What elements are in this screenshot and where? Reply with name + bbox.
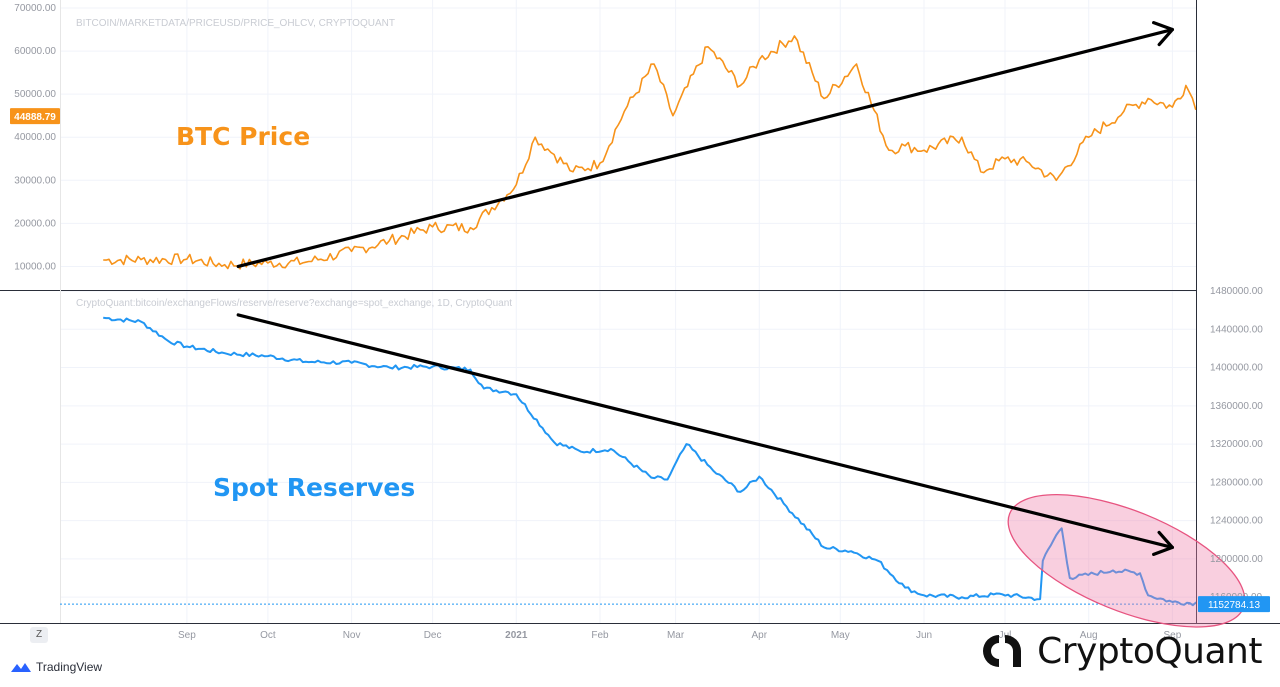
time-tick-label: Aug — [1080, 630, 1098, 641]
cryptoquant-logo: CryptoQuant — [983, 628, 1262, 674]
time-tick-label: Nov — [343, 630, 361, 641]
svg-text:1152784.13: 1152784.13 — [1208, 600, 1261, 611]
time-tick-label: Sep — [1164, 630, 1182, 641]
zoom-button[interactable]: Z — [30, 627, 48, 643]
price-tick-label: 60000.00 — [14, 46, 56, 57]
tradingview-logo[interactable]: TradingView — [10, 660, 102, 674]
price-tick-label: 40000.00 — [14, 132, 56, 143]
time-tick-label: Jun — [916, 630, 932, 641]
price-trend-arrow — [236, 21, 1175, 269]
reserve-tick-label: 1240000.00 — [1210, 516, 1263, 527]
reserve-axis-ticks: 1160000.001200000.001240000.001280000.00… — [1210, 286, 1263, 603]
svg-text:44888.79: 44888.79 — [14, 112, 56, 123]
reserve-series-line — [103, 316, 1196, 607]
btc-price-label: BTC Price — [176, 122, 310, 151]
bottom-source-label: CryptoQuant:bitcoin/exchangeFlows/reserv… — [76, 298, 512, 309]
price-series-line — [103, 35, 1196, 270]
reserve-tick-label: 1400000.00 — [1210, 363, 1263, 374]
tradingview-icon — [11, 663, 31, 672]
cryptoquant-logo-icon — [983, 635, 1022, 667]
tradingview-label: TradingView — [36, 660, 103, 674]
reserve-tick-label: 1360000.00 — [1210, 401, 1263, 412]
top-source-label: BITCOIN/MARKETDATA/PRICEUSD/PRICE_OHLCV,… — [76, 18, 395, 29]
price-tick-label: 30000.00 — [14, 175, 56, 186]
reserve-tick-label: 1440000.00 — [1210, 324, 1263, 335]
time-tick-label: Jul — [999, 630, 1012, 641]
time-tick-label: Feb — [591, 630, 609, 641]
cryptoquant-brand-text: CryptoQuant — [1037, 630, 1262, 672]
reserve-last-value-tag: 1152784.13 — [1198, 596, 1270, 613]
price-tick-label: 20000.00 — [14, 218, 56, 229]
time-tick-label: Oct — [260, 630, 276, 641]
time-tick-label: Sep — [178, 630, 196, 641]
price-tick-label: 50000.00 — [14, 89, 56, 100]
reserve-tick-label: 1480000.00 — [1210, 286, 1263, 297]
price-tick-label: 10000.00 — [14, 261, 56, 272]
price-axis-ticks: 10000.00 20000.00 30000.00 40000.00 50000.00… — [14, 3, 56, 272]
price-last-value-tag: 44888.79 — [10, 108, 60, 125]
reserve-trend-arrow — [236, 313, 1175, 556]
reserve-tick-label: 1320000.00 — [1210, 439, 1263, 450]
grid-layer — [60, 0, 1196, 623]
reserve-tick-label: 1280000.00 — [1210, 477, 1263, 488]
time-tick-label: Apr — [752, 630, 768, 641]
price-tick-label: 70000.00 — [14, 3, 56, 14]
time-tick-label: 2021 — [505, 630, 528, 641]
time-tick-label: Dec — [424, 630, 442, 641]
reserve-tick-label: 1200000.00 — [1210, 554, 1263, 565]
time-axis-ticks: Sep Oct Nov Dec 2021 Feb Mar Apr May Jun Jul Aug Sep — [178, 630, 1182, 641]
time-tick-label: May — [831, 630, 850, 641]
spot-reserves-label: Spot Reserves — [213, 473, 415, 502]
time-tick-label: Mar — [667, 630, 685, 641]
